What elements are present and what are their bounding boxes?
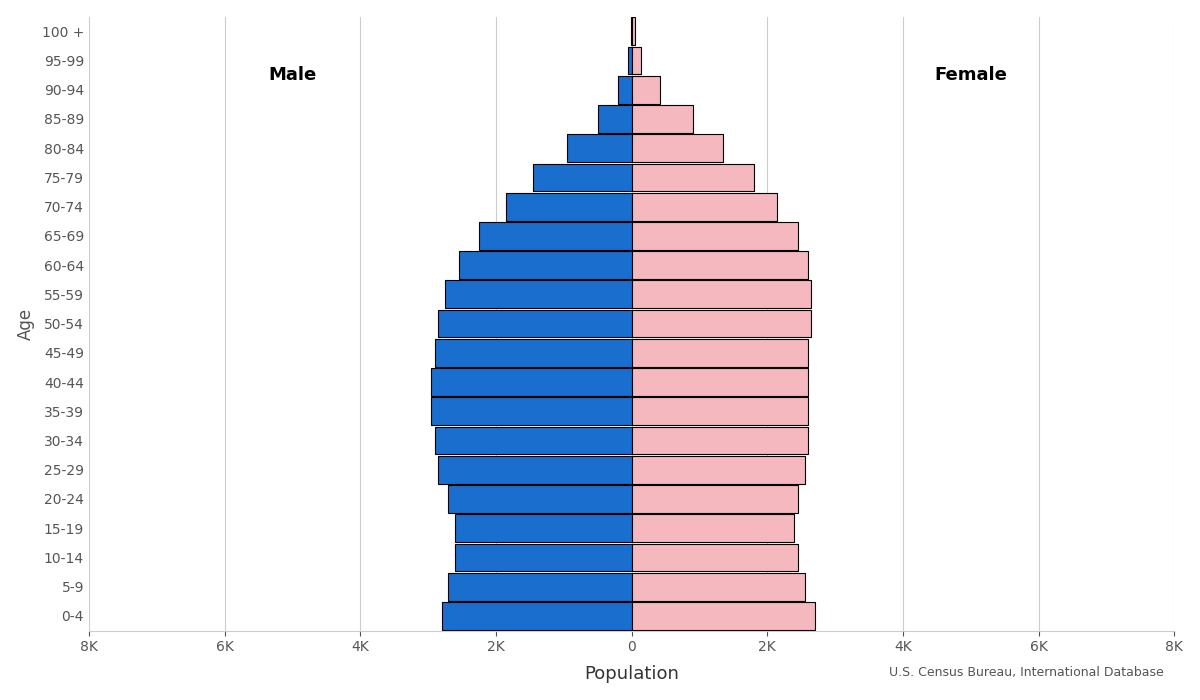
Bar xyxy=(533,164,631,191)
Bar xyxy=(618,76,631,104)
Bar xyxy=(432,368,631,396)
Bar xyxy=(631,47,641,74)
Bar xyxy=(631,134,724,162)
Text: Female: Female xyxy=(935,66,1007,84)
Bar xyxy=(598,105,631,133)
Bar xyxy=(631,339,808,367)
Text: Male: Male xyxy=(269,66,317,84)
Bar xyxy=(438,456,631,484)
Bar xyxy=(631,368,808,396)
Text: U.S. Census Bureau, International Database: U.S. Census Bureau, International Databa… xyxy=(889,666,1164,679)
Bar xyxy=(631,514,794,542)
Bar xyxy=(434,426,631,454)
Bar xyxy=(631,543,798,571)
Bar xyxy=(438,309,631,337)
Y-axis label: Age: Age xyxy=(17,307,35,340)
Bar xyxy=(631,193,778,220)
Bar xyxy=(442,602,631,630)
Bar xyxy=(631,573,805,601)
Bar xyxy=(449,485,631,513)
Bar xyxy=(432,398,631,425)
Bar xyxy=(631,456,805,484)
Bar xyxy=(631,18,635,46)
Bar xyxy=(455,543,631,571)
Bar xyxy=(458,251,631,279)
Bar xyxy=(455,514,631,542)
Bar xyxy=(631,164,754,191)
Bar xyxy=(631,398,808,425)
Bar xyxy=(445,281,631,308)
Bar xyxy=(568,134,631,162)
Bar xyxy=(434,339,631,367)
Bar xyxy=(631,105,692,133)
Bar xyxy=(631,222,798,250)
Bar xyxy=(631,309,811,337)
Bar xyxy=(506,193,631,220)
Bar xyxy=(631,602,815,630)
Bar xyxy=(631,76,660,104)
Bar xyxy=(631,485,798,513)
Bar xyxy=(449,573,631,601)
Bar xyxy=(628,47,631,74)
Bar xyxy=(631,251,808,279)
Bar xyxy=(479,222,631,250)
Bar xyxy=(631,426,808,454)
X-axis label: Population: Population xyxy=(584,665,679,683)
Bar xyxy=(631,281,811,308)
